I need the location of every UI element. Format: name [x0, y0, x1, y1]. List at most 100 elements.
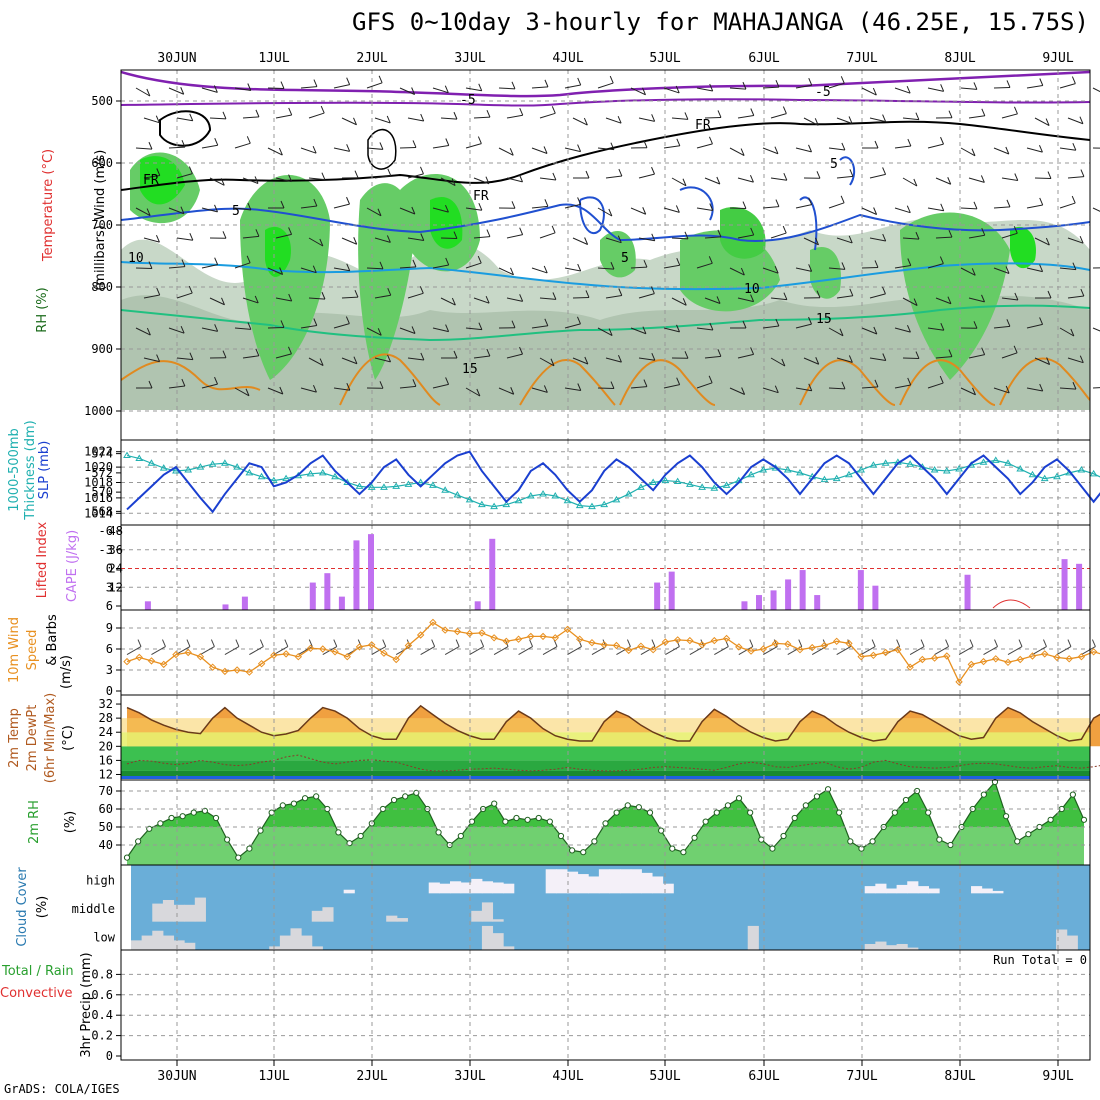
- surface-wind-barb: [983, 646, 998, 656]
- y-tick-label: 3: [106, 663, 113, 677]
- cloud-bar: [598, 869, 610, 894]
- panel-axis-label: 10m Wind: [7, 617, 22, 683]
- meteogram-lower-panels: 57457257056810221020101810161014-6-30364…: [72, 439, 1100, 1063]
- wind-barb-flag: [519, 346, 523, 355]
- cape-bar: [338, 596, 345, 610]
- wind-barb-flag: [445, 257, 450, 266]
- wind-barb-flag: [486, 229, 491, 237]
- wind-barb: [374, 117, 391, 124]
- wind-barb-flag: [717, 349, 722, 357]
- bottom-day-label: 8JUL: [944, 1069, 975, 1084]
- wind-speed-marker: [257, 659, 266, 668]
- wind-speed-marker: [1089, 648, 1098, 656]
- cloud-bar: [471, 910, 483, 922]
- wind-barb-flag: [684, 112, 689, 120]
- cloud-bar: [907, 881, 919, 894]
- wind-barb: [1026, 267, 1043, 273]
- thickness-marker: [1028, 470, 1037, 478]
- wind-barb: [399, 146, 417, 149]
- wind-barb: [300, 205, 317, 209]
- wind-barb-flag: [915, 231, 920, 240]
- surface-wind-barb: [126, 646, 142, 656]
- thickness-marker: [526, 492, 535, 499]
- pressure-tick-label: 600: [91, 156, 113, 170]
- cape-bar: [668, 571, 675, 610]
- wind-barb: [399, 385, 416, 389]
- thickness-marker: [502, 500, 511, 508]
- wind-barb: [762, 325, 779, 329]
- wind-speed-marker: [686, 636, 694, 645]
- thickness-marker: [637, 483, 645, 490]
- thickness-marker: [184, 466, 193, 473]
- surface-wind-barb-flag: [1043, 639, 1047, 647]
- surface-wind-barb-flag: [284, 639, 289, 647]
- y-tick-label: 28: [99, 711, 113, 725]
- wind-barb-flag: [808, 316, 812, 325]
- wind-barb-flag: [1047, 171, 1052, 179]
- wind-barb: [993, 206, 1010, 209]
- bottom-day-label: 9JUL: [1042, 1069, 1073, 1084]
- cape-bar: [756, 595, 762, 610]
- wind-barb: [696, 87, 713, 92]
- wind-speed-marker: [588, 638, 596, 647]
- rh-marker: [680, 849, 687, 856]
- cloud-bar: [322, 907, 334, 922]
- rh-marker: [891, 809, 898, 816]
- wind-speed-marker: [808, 643, 816, 652]
- wind-barb-flag: [848, 235, 853, 244]
- wind-barb: [539, 232, 556, 239]
- wind-barb-flag: [477, 255, 482, 264]
- wind-barb-flag: [841, 262, 846, 270]
- wind-barb: [993, 147, 1010, 155]
- wind-speed-marker: [673, 636, 682, 644]
- wind-speed-marker: [759, 645, 767, 653]
- wind-barb-flag: [214, 204, 218, 213]
- wind-barb-flag: [848, 116, 853, 124]
- wind-barb: [927, 87, 944, 92]
- cloud-bar: [450, 881, 462, 894]
- wind-barb: [242, 355, 259, 359]
- cloud-bar: [481, 925, 494, 950]
- wind-barb-flag: [839, 328, 844, 336]
- wind-barb-flag: [774, 385, 779, 393]
- wind-barb-flag: [940, 323, 945, 331]
- wind-barb-flag: [155, 234, 160, 243]
- cloud-bar: [279, 935, 291, 950]
- surface-wind-barb-flag: [969, 639, 974, 647]
- wind-barb: [473, 355, 490, 359]
- wind-speed-marker: [221, 667, 229, 676]
- wind-barb-flag: [313, 79, 318, 87]
- wind-barb-flag: [1006, 199, 1011, 208]
- precip-panel: 0.8 0.6 0.4 0.2 0 Run Total = 0: [91, 949, 1091, 1063]
- wind-barb: [275, 297, 292, 302]
- rh-marker: [658, 827, 665, 834]
- wind-barb-flag: [940, 84, 945, 92]
- rh-marker: [468, 818, 476, 825]
- wind-barb: [671, 237, 689, 240]
- cape-bar: [353, 540, 360, 610]
- rh-marker: [290, 800, 298, 807]
- surface-wind-barb-flag: [259, 639, 264, 647]
- y-tick-label: 32: [99, 697, 113, 711]
- wind-barb-flag: [181, 378, 186, 387]
- rh-marker: [546, 818, 553, 825]
- wind-barb-flag: [717, 229, 722, 238]
- wind-barb-flag: [288, 293, 293, 302]
- wind-barb: [1067, 295, 1084, 299]
- wind-barb: [1034, 177, 1052, 180]
- relative-humidity-field: [121, 70, 1090, 410]
- thickness-marker: [1040, 474, 1049, 482]
- y-tick-label: 572: [91, 466, 113, 480]
- wind-speed-marker: [490, 634, 498, 642]
- thickness-marker: [245, 468, 254, 476]
- wind-barb-flag: [1005, 266, 1010, 274]
- wind-speed-marker: [600, 641, 608, 649]
- rh-marker: [758, 836, 765, 843]
- wind-barb-flag: [445, 324, 450, 332]
- wind-barb: [861, 266, 879, 269]
- wind-barb: [795, 267, 812, 272]
- wind-barb-flag: [973, 82, 978, 90]
- wind-barb-flag: [682, 298, 687, 306]
